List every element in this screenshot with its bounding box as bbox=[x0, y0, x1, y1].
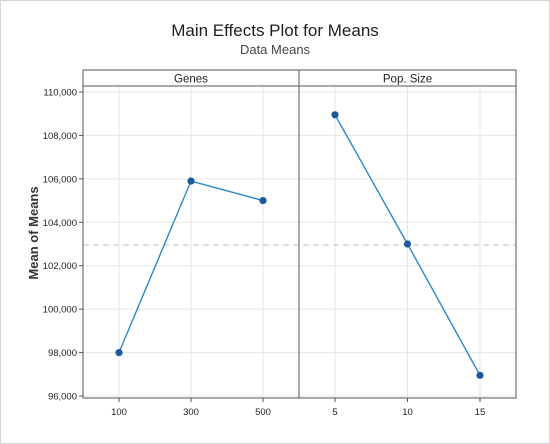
x-tick-label: 10 bbox=[402, 407, 413, 418]
panel-label: Genes bbox=[174, 74, 208, 86]
y-tick-label: 108,000 bbox=[43, 131, 77, 142]
panel-label: Pop. Size bbox=[383, 74, 432, 86]
data-point bbox=[476, 371, 484, 379]
data-point bbox=[259, 196, 267, 205]
x-tick-label: 300 bbox=[183, 407, 199, 418]
y-tick-label: 106,000 bbox=[43, 174, 77, 185]
y-tick-label: 98,000 bbox=[48, 348, 77, 359]
y-tick-label: 100,000 bbox=[43, 305, 77, 316]
x-tick-label: 100 bbox=[111, 407, 127, 418]
x-tick-label: 15 bbox=[475, 407, 486, 418]
x-tick-label: 500 bbox=[255, 407, 271, 418]
y-tick-label: 110,000 bbox=[43, 88, 77, 99]
y-axis-label: Mean of Means bbox=[26, 186, 41, 279]
x-tick-label: 5 bbox=[332, 407, 337, 418]
chart-title: Main Effects Plot for Means bbox=[171, 21, 379, 40]
plot-area: Genes Pop. Size 96,000 98,000 100,000 102,000… bbox=[43, 69, 517, 418]
y-tick-label: 104,000 bbox=[43, 218, 77, 229]
data-point bbox=[331, 111, 339, 119]
data-point bbox=[187, 177, 195, 185]
chart-subtitle: Data Means bbox=[240, 42, 311, 57]
y-tick-label: 102,000 bbox=[43, 261, 77, 272]
data-point bbox=[403, 240, 412, 248]
y-tick-label: 96,000 bbox=[48, 392, 77, 403]
data-point bbox=[115, 348, 123, 357]
